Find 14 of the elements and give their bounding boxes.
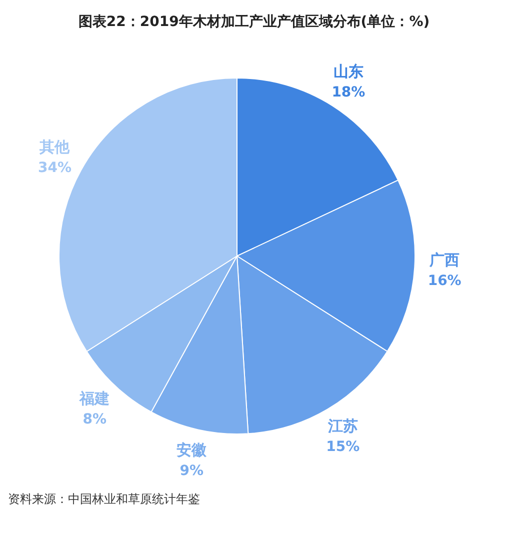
data-label: 34% (38, 160, 72, 176)
slice-label: 广西 (428, 251, 460, 270)
data-label: 16% (428, 273, 462, 290)
data-label: 18% (332, 84, 366, 100)
slice-label: 江苏 (326, 417, 358, 436)
slice-label: 山东 (333, 62, 364, 80)
slice-label: 其他 (38, 138, 71, 156)
data-label: 15% (326, 439, 360, 456)
data-label: 8% (82, 412, 107, 428)
slice-label: 福建 (78, 390, 110, 408)
chart-title: 图表22：2019年木材加工产业产值区域分布(单位：%) (78, 13, 430, 30)
slice-label: 安徽 (176, 440, 208, 459)
data-label: 9% (180, 462, 204, 479)
text: 资料来源：中国林业和草原统计年鉴 (8, 492, 200, 506)
